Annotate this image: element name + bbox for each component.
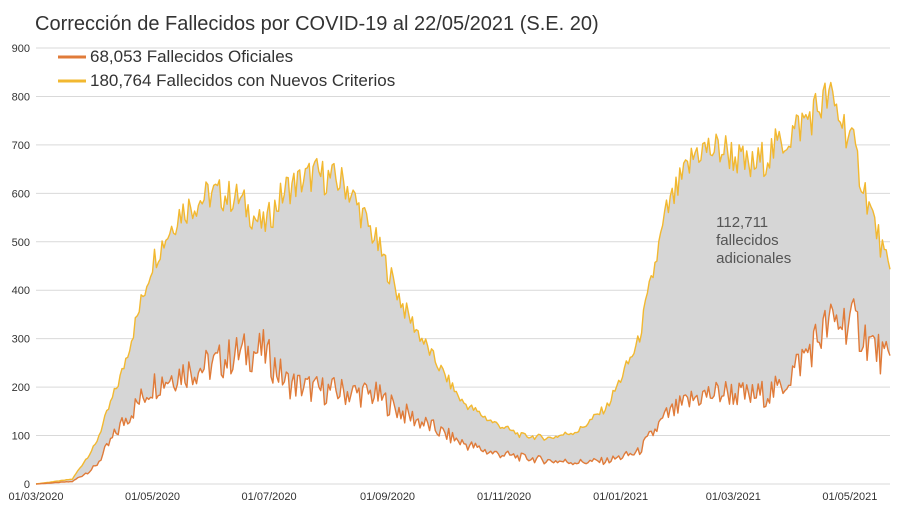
additional-deaths-annotation: 112,711 fallecidos adicionales (716, 214, 791, 267)
x-tick-label: 01/11/2020 (477, 491, 531, 503)
y-tick-label: 200 (12, 382, 30, 394)
y-tick-label: 300 (12, 334, 30, 346)
annotation-line: 112,711 (716, 214, 768, 231)
y-tick-label: 500 (12, 237, 30, 249)
chart-title: Corrección de Fallecidos por COVID-19 al… (35, 13, 599, 35)
y-tick-label: 800 (12, 91, 30, 103)
legend: 68,053 Fallecidos Oficiales 180,764 Falle… (58, 47, 395, 90)
x-tick-label: 01/05/2021 (822, 491, 877, 503)
x-tick-label: 01/05/2020 (125, 491, 180, 503)
x-tick-label: 01/03/2020 (8, 491, 63, 503)
series-line-nuevos-criterios (35, 81, 891, 485)
y-tick-label: 900 (12, 43, 30, 55)
y-tick-label: 100 (12, 431, 30, 443)
y-axis-ticks: 0 100 200 300 400 500 600 700 800 900 (12, 43, 30, 491)
annotation-line: fallecidos (716, 232, 779, 249)
series-line-oficiales (35, 298, 891, 485)
x-axis-ticks: 01/03/2020 01/05/2020 01/07/2020 01/09/2020… (8, 491, 877, 503)
legend-label: 180,764 Fallecidos con Nuevos Criterios (90, 71, 395, 90)
x-tick-label: 01/09/2020 (360, 491, 415, 503)
x-tick-label: 01/01/2021 (593, 491, 648, 503)
series-lines (35, 81, 891, 485)
y-tick-label: 600 (12, 188, 30, 200)
legend-label: 68,053 Fallecidos Oficiales (90, 47, 293, 66)
x-tick-label: 01/03/2021 (706, 491, 761, 503)
annotation-line: adicionales (716, 250, 791, 267)
y-tick-label: 400 (12, 285, 30, 297)
y-tick-label: 700 (12, 140, 30, 152)
x-tick-label: 01/07/2020 (242, 491, 297, 503)
y-tick-label: 0 (24, 479, 30, 491)
